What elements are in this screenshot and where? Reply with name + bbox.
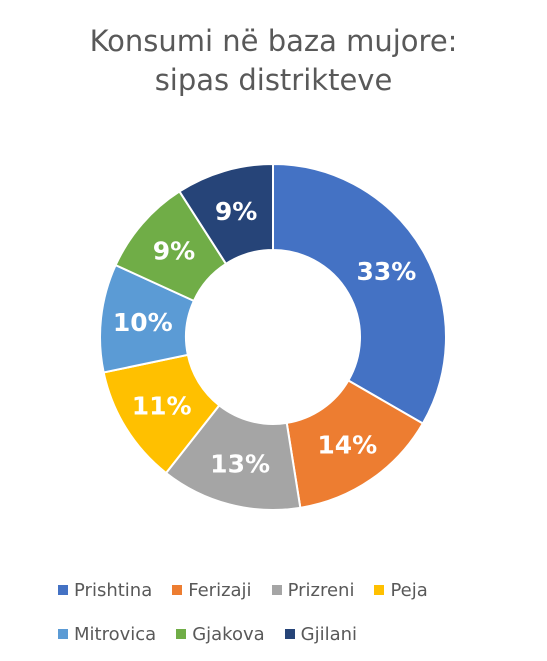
chart-legend: Prishtina Ferizaji Prizreni Peja Mitrovi…: [0, 572, 547, 652]
legend-row-2: Mitrovica Gjakova Gjilani: [58, 616, 547, 652]
legend-label-peja: Peja: [390, 579, 428, 601]
legend-row-1: Prishtina Ferizaji Prizreni Peja: [58, 572, 547, 608]
donut-slice-ferizaji: [285, 379, 425, 509]
data-label-prishtina: 33%: [357, 257, 417, 286]
chart-title-line-1: Konsumi në baza mujore:: [89, 24, 458, 58]
data-label-prizreni: 13%: [210, 449, 270, 478]
legend-swatch-peja: [374, 585, 385, 595]
legend-item-ferizaji: Ferizaji: [172, 579, 252, 601]
legend-item-gjakova: Gjakova: [176, 623, 265, 645]
legend-label-prizreni: Prizreni: [287, 579, 355, 601]
legend-swatch-ferizaji: [172, 585, 183, 595]
data-label-mitrovica: 10%: [113, 308, 173, 337]
legend-item-peja: Peja: [374, 579, 428, 601]
data-label-gjilani: 9%: [215, 197, 257, 226]
legend-swatch-mitrovica: [58, 629, 68, 639]
legend-swatch-prishtina: [58, 585, 68, 595]
data-label-peja: 11%: [132, 392, 192, 421]
legend-swatch-gjakova: [176, 629, 187, 639]
legend-swatch-prizreni: [271, 585, 282, 595]
data-label-gjakova: 9%: [153, 237, 195, 266]
chart-title: Konsumi në baza mujore: sipas distriktev…: [0, 22, 547, 100]
legend-label-gjakova: Gjakova: [192, 623, 265, 645]
chart-title-line-2: sipas distrikteve: [154, 63, 393, 97]
legend-item-prizreni: Prizreni: [271, 579, 355, 601]
legend-label-mitrovica: Mitrovica: [74, 623, 157, 645]
legend-swatch-gjilani: [284, 629, 295, 639]
legend-item-prishtina: Prishtina: [58, 580, 152, 601]
legend-label-prishtina: Prishtina: [74, 579, 153, 601]
legend-item-gjilani: Gjilani: [284, 623, 358, 645]
data-label-ferizaji: 14%: [317, 430, 377, 459]
donut-slice-gjilani: [178, 162, 274, 266]
legend-item-mitrovica: Mitrovica: [58, 624, 156, 645]
donut-slice-prishtina: [272, 162, 447, 425]
legend-label-gjilani: Gjilani: [300, 623, 358, 645]
legend-label-ferizaji: Ferizaji: [188, 579, 252, 601]
